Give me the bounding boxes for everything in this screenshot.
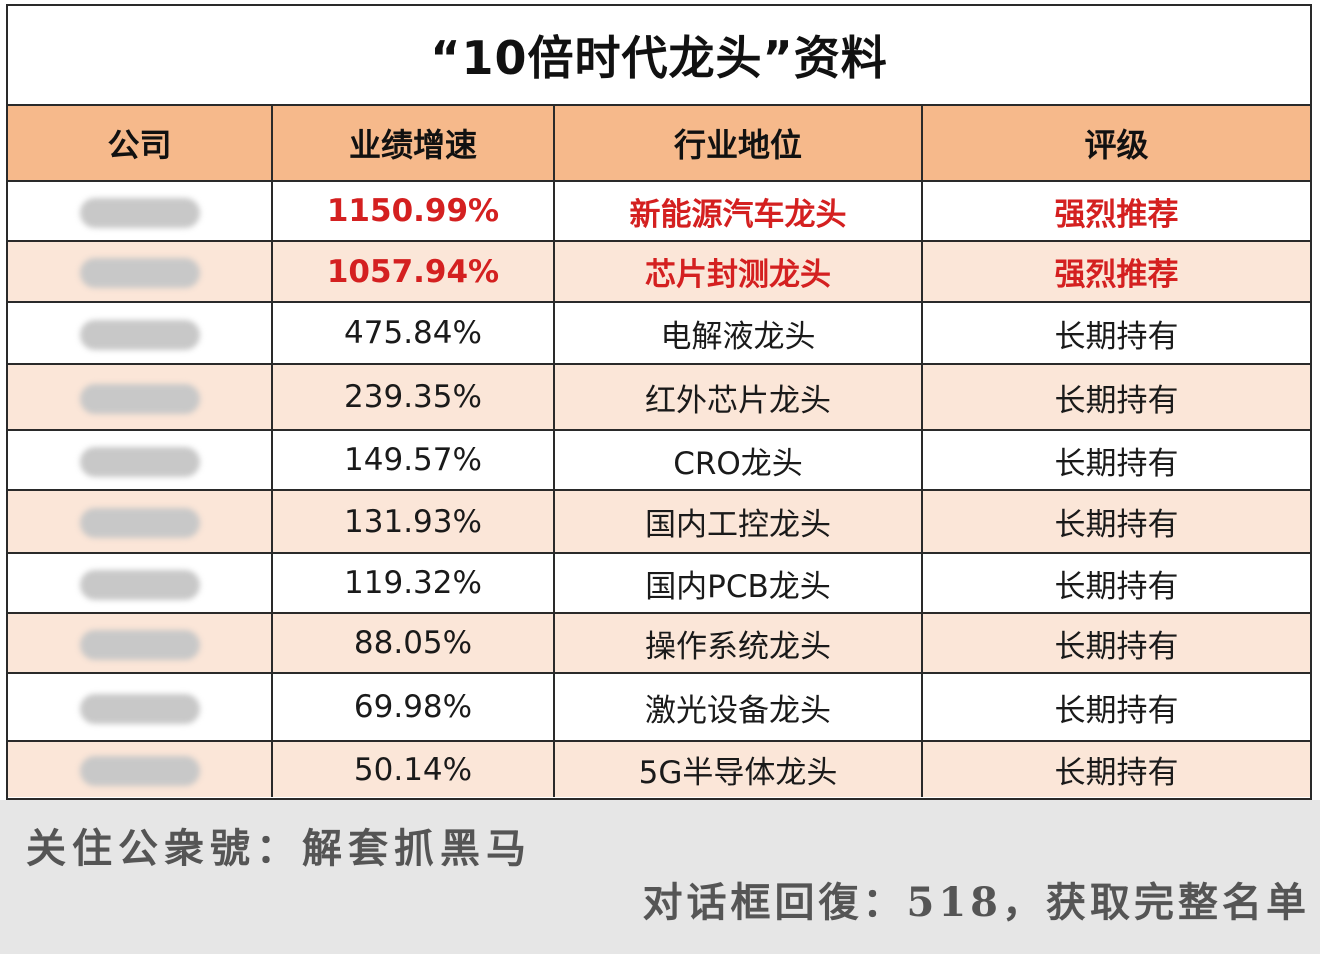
header-row: 公司 业绩增速 行业地位 评级 (8, 106, 1310, 182)
stock-table-sheet: “10倍时代龙头”资料 公司 业绩增速 行业地位 评级 1150.99% 新能源… (6, 4, 1312, 800)
header-company: 公司 (8, 106, 273, 182)
position-cell: 新能源汽车龙头 (554, 181, 923, 242)
rating-cell: 强烈推荐 (922, 241, 1310, 303)
rating-cell: 长期持有 (922, 490, 1310, 554)
redaction-blur (79, 383, 200, 414)
table-row: 131.93% 国内工控龙头 长期持有 (8, 490, 1310, 554)
redaction-blur (79, 629, 200, 660)
growth-cell: 239.35% (272, 364, 555, 431)
company-cell-redacted (8, 673, 273, 742)
company-cell-redacted (8, 430, 273, 491)
redaction-blur (79, 756, 200, 786)
growth-cell: 69.98% (272, 673, 555, 742)
redaction-blur (79, 258, 200, 288)
company-cell-redacted (8, 364, 273, 431)
table-row: 1150.99% 新能源汽车龙头 强烈推荐 (8, 181, 1310, 242)
footer-line-account: 关住公衆號：解套抓黑马 (26, 825, 532, 872)
growth-cell: 1057.94% (272, 241, 555, 303)
table-row: 69.98% 激光设备龙头 长期持有 (8, 673, 1310, 742)
header-rating: 评级 (922, 106, 1310, 182)
position-cell: 国内工控龙头 (554, 490, 923, 554)
position-cell: 电解液龙头 (554, 302, 923, 365)
stock-table: 公司 业绩增速 行业地位 评级 1150.99% 新能源汽车龙头 强烈推荐 10… (8, 106, 1310, 797)
rating-cell: 长期持有 (922, 302, 1310, 365)
table-row: 50.14% 5G半导体龙头 长期持有 (8, 741, 1310, 797)
company-cell-redacted (8, 302, 273, 365)
company-cell-redacted (8, 490, 273, 554)
position-cell: 激光设备龙头 (554, 673, 923, 742)
growth-cell: 1150.99% (272, 181, 555, 242)
table-row: 119.32% 国内PCB龙头 长期持有 (8, 553, 1310, 614)
growth-cell: 119.32% (272, 553, 555, 614)
position-cell: 芯片封测龙头 (554, 241, 923, 303)
redaction-blur (79, 197, 200, 228)
redaction-blur (79, 569, 200, 600)
table-row: 239.35% 红外芯片龙头 长期持有 (8, 364, 1310, 431)
rating-cell: 长期持有 (922, 613, 1310, 674)
table-row: 149.57% CRO龙头 长期持有 (8, 430, 1310, 491)
rating-cell: 长期持有 (922, 430, 1310, 491)
table-row: 88.05% 操作系统龙头 长期持有 (8, 613, 1310, 674)
position-cell: 国内PCB龙头 (554, 553, 923, 614)
growth-cell: 149.57% (272, 430, 555, 491)
redaction-blur (79, 319, 200, 350)
footer-line-reply: 对话框回復：518，获取完整名单 (642, 879, 1310, 926)
growth-cell: 88.05% (272, 613, 555, 674)
rating-cell: 长期持有 (922, 364, 1310, 431)
table-title: “10倍时代龙头”资料 (8, 6, 1310, 106)
header-growth: 业绩增速 (272, 106, 555, 182)
company-cell-redacted (8, 553, 273, 614)
position-cell: 红外芯片龙头 (554, 364, 923, 431)
redaction-blur (79, 508, 200, 538)
position-cell: 操作系统龙头 (554, 613, 923, 674)
growth-cell: 475.84% (272, 302, 555, 365)
position-cell: CRO龙头 (554, 430, 923, 491)
growth-cell: 50.14% (272, 741, 555, 797)
position-cell: 5G半导体龙头 (554, 741, 923, 797)
table-row: 1057.94% 芯片封测龙头 强烈推荐 (8, 241, 1310, 303)
company-cell-redacted (8, 613, 273, 674)
header-position: 行业地位 (554, 106, 923, 182)
growth-cell: 131.93% (272, 490, 555, 554)
watermark-footer: 关住公衆號：解套抓黑马 对话框回復：518，获取完整名单 (0, 800, 1320, 954)
redaction-blur (79, 693, 200, 724)
rating-cell: 长期持有 (922, 741, 1310, 797)
rating-cell: 长期持有 (922, 673, 1310, 742)
rating-cell: 长期持有 (922, 553, 1310, 614)
company-cell-redacted (8, 741, 273, 797)
redaction-blur (79, 446, 200, 477)
rating-cell: 强烈推荐 (922, 181, 1310, 242)
company-cell-redacted (8, 181, 273, 242)
company-cell-redacted (8, 241, 273, 303)
table-row: 475.84% 电解液龙头 长期持有 (8, 302, 1310, 365)
